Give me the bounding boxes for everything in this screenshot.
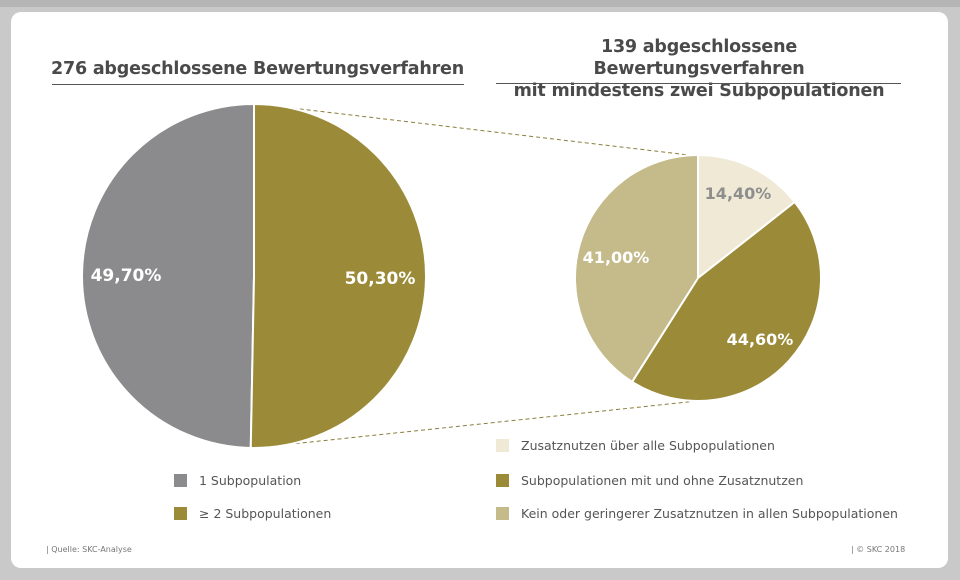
right-legend-item-1: Zusatznutzen über alle Subpopulationen	[496, 438, 775, 453]
pie2-value-label-2: 44,60%	[727, 330, 794, 349]
legend-swatch	[496, 474, 509, 487]
legend-swatch	[174, 474, 187, 487]
pie2-value-label-3: 41,00%	[583, 248, 650, 267]
legend-swatch	[174, 507, 187, 520]
legend-swatch	[496, 439, 509, 452]
pie1-value-label-2: 50,30%	[345, 269, 416, 289]
legend-label: Subpopulationen mit und ohne Zusatznutze…	[521, 473, 804, 488]
left-legend-item-2: ≥ 2 Subpopulationen	[174, 506, 331, 521]
connector-line-bottom	[253, 400, 698, 449]
top-bar	[0, 0, 960, 7]
connector-line-top	[257, 103, 698, 157]
legend-label: Zusatznutzen über alle Subpopulationen	[521, 438, 775, 453]
source-note: | Quelle: SKC-Analyse	[46, 545, 132, 554]
right-chart-title-line-1: 139 abgeschlossene Bewertungsverfahren	[593, 37, 805, 79]
right-title-rule	[496, 83, 901, 84]
left-chart-title: 276 abgeschlossene Bewertungsverfahren	[51, 59, 464, 79]
pie1-slice-1	[81, 102, 255, 449]
legend-label: 1 Subpopulation	[199, 473, 302, 488]
pie2-slice-1	[697, 153, 797, 281]
legend-label: ≥ 2 Subpopulationen	[199, 506, 332, 521]
right-legend-item-3: Kein oder geringerer Zusatznutzen in all…	[496, 506, 898, 521]
pie2-value-label-1: 14,40%	[705, 184, 772, 203]
left-legend-item-1: 1 Subpopulation	[174, 473, 301, 488]
pie2-slice-3	[574, 153, 699, 384]
pie1-slice-2	[249, 102, 428, 449]
right-legend-item-2: Subpopulationen mit und ohne Zusatznutze…	[496, 473, 803, 488]
right-chart-title-line-2: mit mindestens zwei Subpopulationen	[513, 81, 885, 101]
pie2-slice-2	[630, 200, 823, 402]
legend-swatch	[496, 507, 509, 520]
right-chart-title: 139 abgeschlossene Bewertungsverfahren m…	[493, 36, 905, 102]
copyright-note: | © SKC 2018	[851, 545, 906, 554]
left-title-rule	[52, 84, 464, 85]
legend-label: Kein oder geringerer Zusatznutzen in all…	[521, 506, 898, 521]
pie1-value-label-1: 49,70%	[91, 266, 162, 286]
